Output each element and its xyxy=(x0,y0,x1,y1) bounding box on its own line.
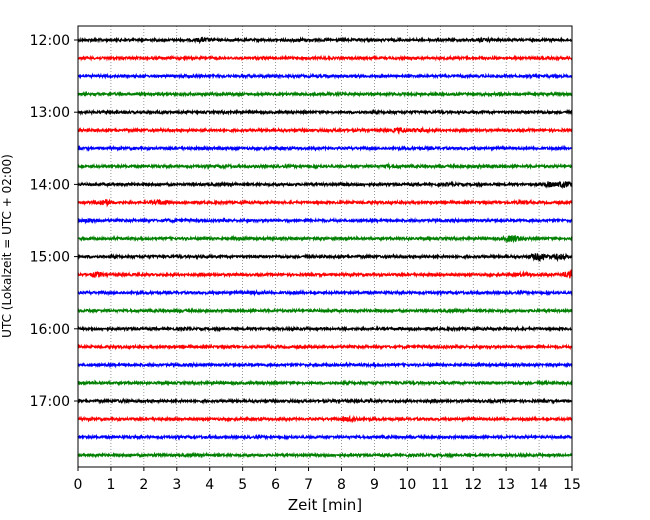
x-axis-ticks: 0 1 2 3 4 5 6 7 8 9 10 11 12 13 14 15 xyxy=(74,467,581,493)
y-tick-label-1700: 17:00 xyxy=(30,394,70,410)
y-tick-label-1200: 12:00 xyxy=(30,33,70,49)
x-tick-label-0: 0 xyxy=(74,477,83,493)
trace-1430 xyxy=(77,216,573,225)
x-tick-label-7: 7 xyxy=(304,477,313,493)
x-tick-label-9: 9 xyxy=(370,477,379,493)
y-tick-label-1500: 15:00 xyxy=(30,250,70,266)
x-tick-label-11: 11 xyxy=(431,477,449,493)
trace-1500 xyxy=(77,252,573,263)
trace-1345 xyxy=(77,162,573,171)
trace-1300 xyxy=(77,108,573,116)
traces xyxy=(77,36,573,459)
x-tick-label-8: 8 xyxy=(337,477,346,493)
trace-1700 xyxy=(77,397,573,405)
trace-1530 xyxy=(77,288,573,297)
trace-1215 xyxy=(77,54,573,62)
trace-1200 xyxy=(77,36,573,45)
x-tick-label-13: 13 xyxy=(497,477,515,493)
trace-1615 xyxy=(77,343,573,351)
trace-1245 xyxy=(77,90,573,98)
trace-1545 xyxy=(77,307,573,315)
trace-1630 xyxy=(77,361,573,369)
y-tick-label-1600: 16:00 xyxy=(30,322,70,338)
trace-1230 xyxy=(77,72,573,80)
x-tick-label-1: 1 xyxy=(106,477,115,493)
trace-1715 xyxy=(77,414,573,424)
x-tick-label-15: 15 xyxy=(563,477,581,493)
trace-1400 xyxy=(77,180,573,190)
x-tick-label-2: 2 xyxy=(139,477,148,493)
plot-frame xyxy=(77,25,573,468)
y-axis-label: UTC (Lokalzeit = UTC + 02:00) xyxy=(0,154,14,338)
x-tick-label-6: 6 xyxy=(271,477,280,493)
x-tick-label-10: 10 xyxy=(398,477,416,493)
trace-1415 xyxy=(77,198,573,208)
y-tick-label-1300: 13:00 xyxy=(30,105,70,121)
trace-1515 xyxy=(77,269,573,279)
trace-1445 xyxy=(77,234,573,244)
x-tick-label-5: 5 xyxy=(238,477,247,493)
trace-1330 xyxy=(77,144,573,153)
trace-1730 xyxy=(77,433,573,441)
y-tick-label-1400: 14:00 xyxy=(30,177,70,193)
x-tick-label-4: 4 xyxy=(205,477,214,493)
x-tick-label-3: 3 xyxy=(172,477,181,493)
x-tick-label-14: 14 xyxy=(530,477,548,493)
x-tick-label-12: 12 xyxy=(464,477,482,493)
trace-1315 xyxy=(77,125,573,135)
y-axis-ticks: 12:00 13:00 14:00 15:00 16:00 17:00 xyxy=(30,33,78,410)
x-axis-label: Zeit [min] xyxy=(288,496,362,514)
trace-1600 xyxy=(77,325,573,333)
trace-1745 xyxy=(77,451,573,459)
trace-1645 xyxy=(77,379,573,387)
